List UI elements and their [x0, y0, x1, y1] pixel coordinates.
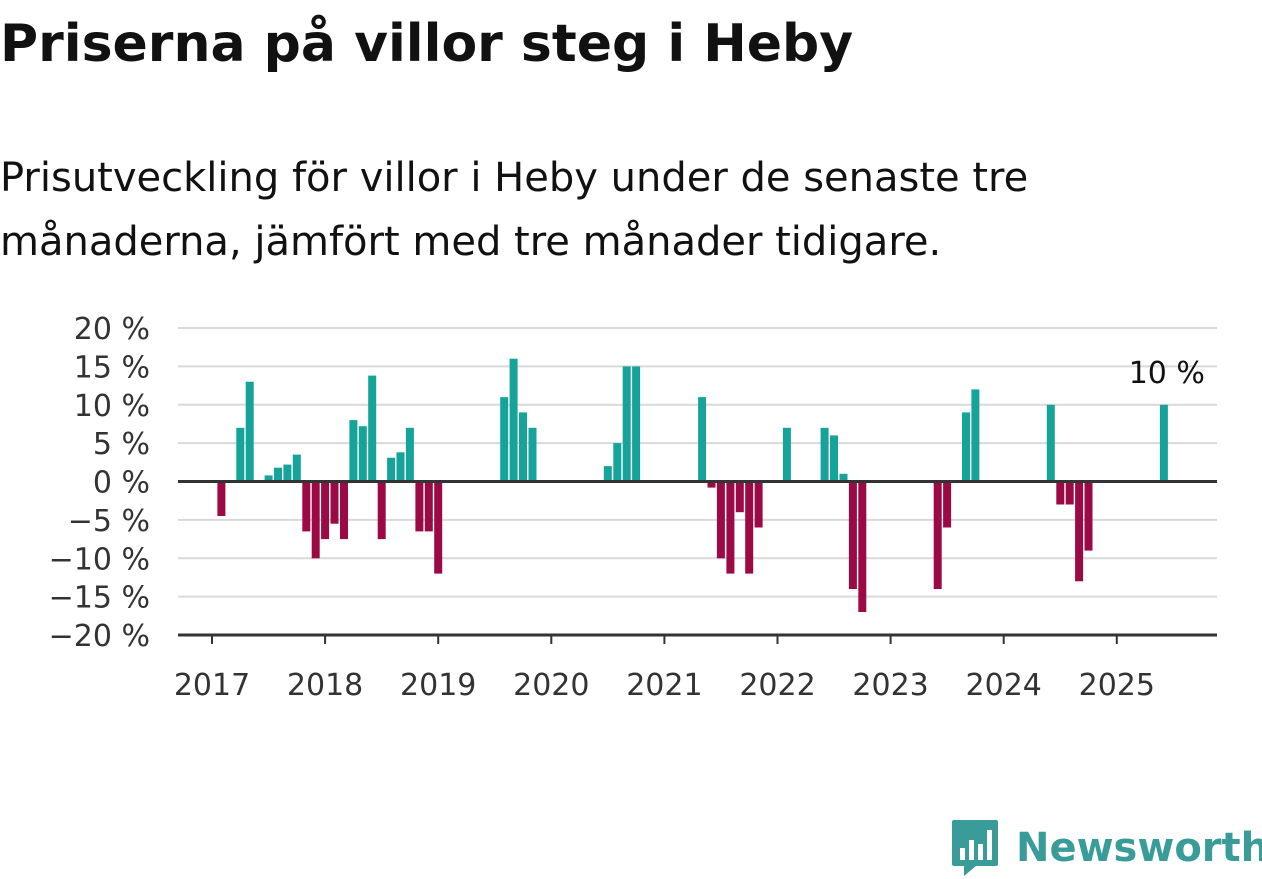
- bar-positive: [632, 366, 641, 482]
- bar-negative: [726, 481, 735, 574]
- bar-positive: [236, 427, 245, 482]
- bar-positive: [830, 435, 838, 482]
- bar-positive: [698, 397, 707, 482]
- newsworthy-logo-icon: [952, 820, 998, 876]
- bar-positive: [962, 412, 970, 482]
- y-tick-label: 5 %: [93, 427, 150, 462]
- bar-negative: [1065, 481, 1074, 505]
- bar-positive: [603, 466, 612, 482]
- chart-title: Priserna på villor steg i Heby: [0, 14, 854, 74]
- x-tick-label: 2018: [287, 668, 363, 703]
- y-tick-label: 20 %: [74, 312, 150, 347]
- bar-positive: [1046, 404, 1055, 482]
- bar-negative: [707, 481, 716, 488]
- x-tick-label: 2024: [966, 668, 1042, 703]
- bar-positive: [387, 457, 396, 482]
- bar-positive: [622, 366, 631, 482]
- bar-negative: [858, 481, 867, 612]
- bar-negative: [735, 481, 744, 513]
- y-tick-label: 10 %: [74, 389, 150, 424]
- bar-negative: [330, 481, 339, 524]
- label-layer: 20 %15 %10 %5 %0 %−5 %−10 %−15 %−20 %201…: [49, 312, 1205, 703]
- bar-positive: [839, 473, 848, 482]
- bar-negative: [1075, 481, 1084, 582]
- axis-layer: [178, 480, 1217, 644]
- y-tick-label: −5 %: [68, 504, 150, 539]
- bar-positive: [396, 452, 405, 482]
- bar-negative: [424, 481, 433, 532]
- bar-positive: [274, 467, 282, 482]
- bar-negative: [754, 481, 763, 528]
- bar-positive: [509, 358, 518, 482]
- y-tick-label: −10 %: [49, 542, 150, 577]
- bar-positive: [782, 427, 791, 482]
- x-tick-label: 2022: [739, 668, 815, 703]
- bar-negative: [716, 481, 725, 559]
- bar-positive: [358, 426, 367, 482]
- bar-negative: [415, 481, 424, 532]
- bar-negative: [340, 481, 348, 540]
- bar-negative: [943, 481, 952, 528]
- x-tick-label: 2021: [626, 668, 702, 703]
- x-tick-label: 2025: [1079, 668, 1155, 703]
- bar-positive: [368, 375, 377, 482]
- bar-positive: [264, 475, 273, 482]
- y-tick-label: 0 %: [93, 466, 150, 501]
- y-tick-label: −20 %: [49, 619, 150, 654]
- last-value-label: 10 %: [1129, 356, 1205, 391]
- bar-negative: [745, 481, 754, 574]
- bar-positive: [613, 443, 622, 482]
- x-tick-label: 2023: [852, 668, 928, 703]
- bar-negative: [377, 481, 386, 540]
- x-tick-label: 2019: [400, 668, 476, 703]
- bar-positive: [820, 427, 829, 482]
- bar-positive: [519, 412, 527, 482]
- bar-negative: [1084, 481, 1093, 551]
- bar-negative: [933, 481, 942, 589]
- grid-layer: [178, 327, 1217, 598]
- bar-positive: [500, 397, 509, 482]
- bar-negative: [302, 481, 311, 532]
- bar-negative: [1056, 481, 1065, 505]
- bar-positive: [283, 464, 292, 482]
- bar-negative: [848, 481, 857, 589]
- bar-positive: [292, 454, 301, 482]
- bar-positive: [971, 389, 980, 482]
- bar-negative: [217, 481, 226, 516]
- bar-negative: [434, 481, 443, 574]
- bar-positive: [405, 427, 414, 482]
- bar-positive: [245, 381, 254, 482]
- x-tick-label: 2017: [174, 668, 250, 703]
- bar-positive: [1159, 404, 1168, 482]
- newsworthy-logo: Newsworthy: [950, 818, 1262, 878]
- bar-positive: [528, 427, 537, 482]
- y-tick-label: −15 %: [49, 581, 150, 616]
- x-tick-label: 2020: [513, 668, 589, 703]
- bar-negative: [321, 481, 330, 540]
- brand-name: Newsworthy: [1016, 825, 1262, 871]
- chart-subtitle: Prisutveckling för villor i Heby under d…: [0, 155, 1029, 265]
- y-tick-label: 15 %: [74, 350, 150, 385]
- bar-positive: [349, 420, 358, 482]
- bar-negative: [311, 481, 320, 559]
- bar-layer: [217, 358, 1168, 612]
